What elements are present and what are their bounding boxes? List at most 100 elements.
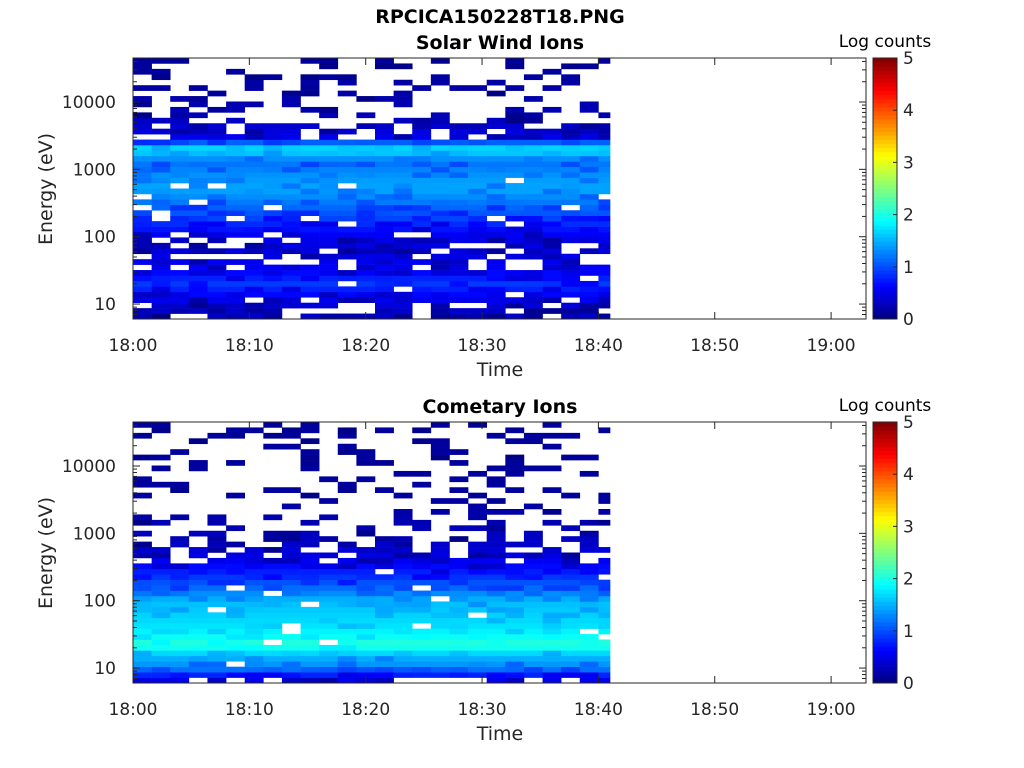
spectrogram-cell	[579, 313, 599, 320]
x-axis-label: Time	[476, 359, 524, 381]
spectrogram-cell	[579, 145, 599, 151]
spectrogram-cell	[449, 623, 469, 629]
spectrogram-cell	[468, 215, 488, 222]
colorbar-tick-label: 3	[903, 517, 914, 537]
spectrogram-cell	[449, 264, 469, 271]
spectrogram-cell	[505, 650, 525, 657]
spectrogram-cell	[579, 644, 599, 651]
spectrogram-cell	[337, 661, 357, 667]
spectrogram-cell	[188, 579, 208, 586]
spectrogram-cell	[523, 286, 543, 293]
spectrogram-cell	[523, 574, 543, 580]
spectrogram-cell	[542, 177, 562, 184]
spectrogram-cell	[133, 519, 152, 526]
spectrogram-cell	[356, 590, 376, 597]
spectrogram-cell	[226, 672, 245, 678]
spectrogram-cell	[151, 145, 171, 151]
spectrogram-cell	[598, 248, 611, 255]
spectrogram-cell	[486, 481, 506, 488]
spectrogram-cell	[188, 634, 208, 640]
spectrogram-cell	[375, 275, 394, 282]
spectrogram-cell	[468, 574, 488, 580]
colorbar-segment	[873, 450, 897, 456]
spectrogram-cell	[598, 672, 611, 678]
spectrogram-cell	[151, 270, 171, 276]
x-tick-label: 18:00	[109, 336, 158, 356]
spectrogram-cell	[281, 90, 301, 97]
spectrogram-cell	[263, 161, 283, 168]
spectrogram-cell	[375, 557, 394, 564]
spectrogram-cell	[263, 150, 283, 157]
spectrogram-cell	[133, 661, 152, 667]
spectrogram-cell	[412, 183, 432, 189]
spectrogram-cell	[542, 232, 562, 238]
spectrogram-cell	[598, 199, 611, 206]
spectrogram-cell	[188, 291, 208, 298]
spectrogram-cell	[468, 617, 488, 624]
spectrogram-cell	[207, 530, 227, 537]
colorbar-segment	[873, 454, 897, 460]
spectrogram-cell	[188, 530, 208, 537]
spectrogram-cell	[207, 193, 227, 200]
colorbar-segment	[873, 237, 897, 242]
axes-frame	[132, 421, 867, 684]
spectrogram-cell	[133, 172, 152, 178]
spectrogram-cell	[561, 275, 581, 282]
spectrogram-cell	[449, 204, 469, 211]
spectrogram-cell	[542, 590, 562, 597]
spectrogram-cell	[207, 563, 227, 570]
spectrogram-cell	[151, 481, 171, 488]
spectrogram-cell	[207, 221, 227, 227]
spectrogram-cell	[542, 661, 562, 667]
spectrogram-cell	[412, 259, 432, 265]
spectrogram-cell	[151, 422, 171, 428]
spectrogram-cell	[486, 193, 506, 200]
colorbar-segment	[873, 422, 897, 427]
spectrogram-cell	[356, 259, 376, 265]
spectrogram-cell	[133, 432, 152, 439]
spectrogram-cell	[226, 655, 245, 662]
spectrogram-cell	[319, 590, 339, 597]
spectrogram-cell	[300, 161, 320, 168]
spectrogram-cell	[170, 248, 190, 255]
spectrogram-cell	[244, 601, 264, 608]
spectrogram-cell	[263, 253, 283, 260]
spectrogram-cell	[133, 291, 152, 298]
spectrogram-cell	[207, 547, 227, 553]
spectrogram-cell	[170, 188, 190, 195]
colorbar-segment	[873, 147, 897, 153]
spectrogram-cell	[281, 232, 301, 238]
spectrogram-cell	[505, 172, 525, 178]
spectrogram-cell	[412, 661, 432, 667]
spectrogram-cell	[319, 650, 339, 657]
spectrogram-cell	[337, 585, 357, 591]
spectrogram-cell	[505, 672, 525, 678]
spectrogram-cell	[170, 487, 190, 493]
spectrogram-cell	[337, 650, 357, 657]
spectrogram-cell	[281, 590, 301, 597]
spectrogram-cell	[337, 188, 357, 195]
spectrogram-cell	[561, 525, 581, 532]
spectrogram-cell	[375, 585, 394, 591]
spectrogram-cell	[393, 601, 413, 608]
spectrogram-cell	[244, 302, 264, 309]
spectrogram-cell	[412, 596, 432, 602]
spectrogram-cell	[412, 145, 432, 151]
spectrogram-cell	[319, 215, 339, 222]
spectrogram-cell	[542, 139, 562, 146]
spectrogram-cell	[430, 117, 450, 124]
spectrogram-cell	[226, 308, 245, 314]
spectrogram-cell	[449, 134, 469, 140]
spectrogram-cell	[281, 634, 301, 640]
spectrogram-cell	[319, 242, 339, 249]
spectrogram-cell	[188, 101, 208, 108]
spectrogram-cell	[133, 655, 152, 662]
spectrogram-cell	[430, 655, 450, 662]
spectrogram-cell	[133, 677, 152, 684]
spectrogram-cell	[207, 237, 227, 244]
spectrogram-cell	[207, 177, 227, 184]
spectrogram-cell	[393, 242, 413, 249]
spectrogram-cell	[133, 232, 152, 238]
spectrogram-cell	[375, 232, 394, 238]
spectrogram-cell	[244, 672, 264, 678]
